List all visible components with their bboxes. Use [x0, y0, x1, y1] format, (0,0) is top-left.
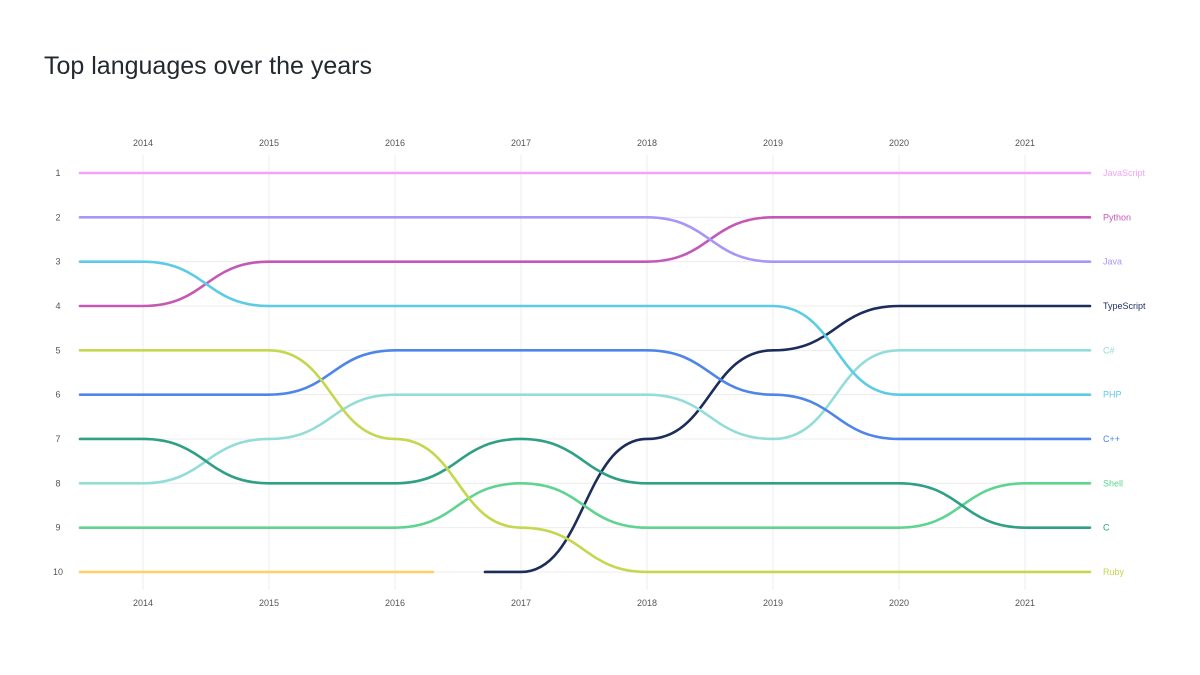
series-label: C	[1103, 523, 1110, 533]
x-tick-label-top: 2020	[889, 138, 909, 148]
x-tick-label-bottom: 2018	[637, 598, 657, 608]
series-line-c-	[78, 349, 1092, 441]
x-tick-label-bottom: 2015	[259, 598, 279, 608]
y-tick-label: 3	[55, 257, 60, 267]
y-tick-label: 2	[55, 212, 60, 222]
x-tick-label-bottom: 2017	[511, 598, 531, 608]
x-tick-label-top: 2019	[763, 138, 783, 148]
y-tick-label: 4	[55, 301, 60, 311]
y-tick-label: 9	[55, 523, 60, 533]
x-tick-label-top: 2014	[133, 138, 153, 148]
series-line-java	[78, 216, 1092, 263]
series-label: C#	[1103, 345, 1115, 355]
series-line-python	[78, 216, 1092, 308]
x-tick-label-top: 2021	[1015, 138, 1035, 148]
y-tick-label: 10	[53, 567, 63, 577]
x-tick-label-bottom: 2019	[763, 598, 783, 608]
x-tick-label-bottom: 2020	[889, 598, 909, 608]
x-tick-label-bottom: 2021	[1015, 598, 1035, 608]
series-label: Ruby	[1103, 567, 1125, 577]
series-label: TypeScript	[1103, 301, 1146, 311]
series-line-c-	[78, 349, 1092, 485]
y-tick-label: 5	[55, 345, 60, 355]
x-tick-label-bottom: 2016	[385, 598, 405, 608]
series-line-c	[78, 437, 1092, 529]
series-label: JavaScript	[1103, 168, 1146, 178]
y-tick-label: 8	[55, 478, 60, 488]
x-tick-label-top: 2017	[511, 138, 531, 148]
x-tick-label-top: 2016	[385, 138, 405, 148]
chart-title: Top languages over the years	[44, 52, 372, 80]
y-tick-label: 1	[55, 168, 60, 178]
series-line-typescript	[483, 304, 1092, 574]
series-line-ruby	[78, 349, 1092, 574]
y-tick-label: 7	[55, 434, 60, 444]
x-tick-label-bottom: 2014	[133, 598, 153, 608]
series-label: Python	[1103, 212, 1131, 222]
series-label: PHP	[1103, 390, 1122, 400]
x-tick-label-top: 2018	[637, 138, 657, 148]
series-label: Shell	[1103, 478, 1123, 488]
series-label: C++	[1103, 434, 1120, 444]
series-line-php	[78, 260, 1092, 396]
x-tick-label-top: 2015	[259, 138, 279, 148]
y-tick-label: 6	[55, 390, 60, 400]
series-line-shell	[78, 482, 1092, 529]
series-label: Java	[1103, 257, 1122, 267]
